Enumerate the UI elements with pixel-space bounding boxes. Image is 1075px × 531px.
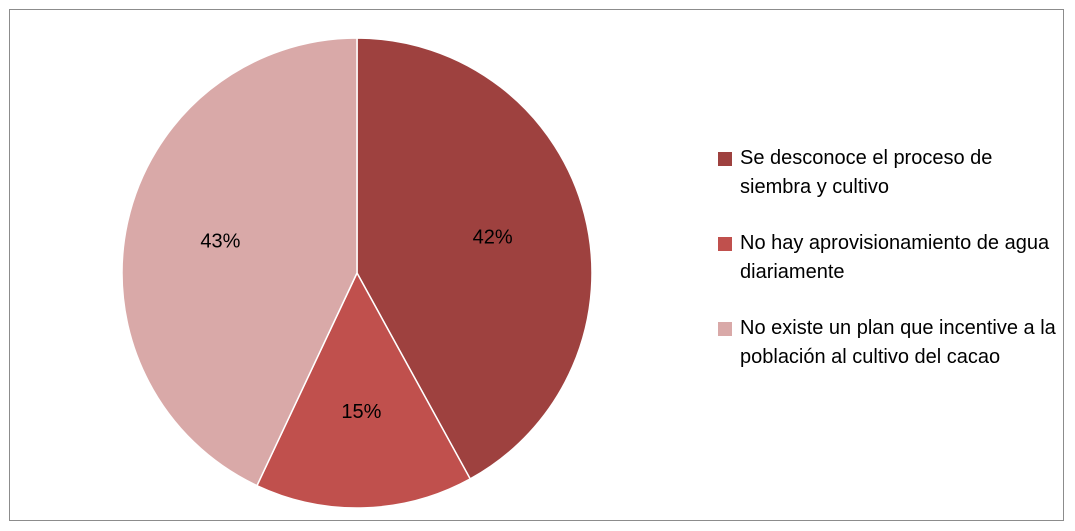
- legend-item-2: No existe un plan que incentive a la pob…: [718, 314, 1058, 372]
- legend-swatch-1: [718, 237, 732, 251]
- pie-slice-2: [121, 37, 358, 487]
- data-label-0: 42%: [473, 226, 513, 248]
- legend: Se desconoce el proceso de siembra y cul…: [718, 144, 1058, 399]
- legend-item-0: Se desconoce el proceso de siembra y cul…: [718, 144, 1058, 202]
- legend-item-1: No hay aprovisionamiento de agua diariam…: [718, 229, 1058, 287]
- legend-swatch-0: [718, 152, 732, 166]
- legend-swatch-2: [718, 322, 732, 336]
- legend-label-1: No hay aprovisionamiento de agua diariam…: [740, 232, 1050, 283]
- pie-slice-1: [255, 271, 472, 509]
- data-label-2: 43%: [200, 231, 240, 253]
- pie-slice-0: [356, 37, 593, 480]
- data-label-1: 15%: [341, 401, 381, 423]
- pie-slices: [121, 37, 593, 509]
- legend-label-0: Se desconoce el proceso de siembra y cul…: [740, 147, 993, 198]
- legend-label-2: No existe un plan que incentive a la pob…: [740, 317, 1056, 368]
- pie-data-labels: 42% 15% 43%: [200, 226, 512, 423]
